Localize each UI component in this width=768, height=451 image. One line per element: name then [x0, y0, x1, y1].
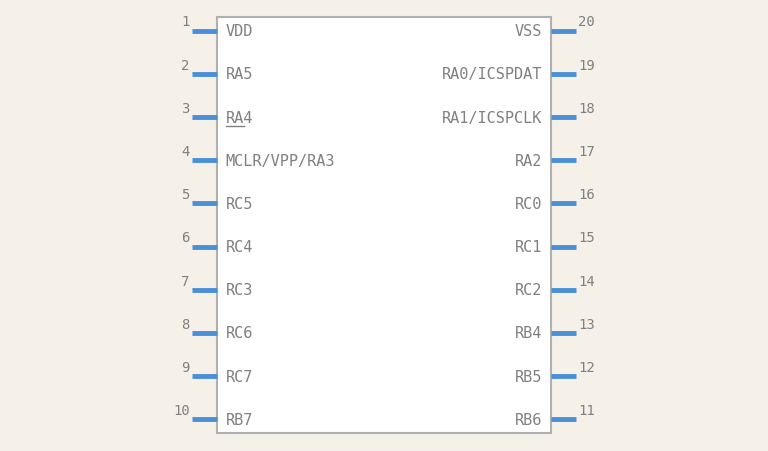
- Text: RC4: RC4: [226, 239, 253, 254]
- Text: RC6: RC6: [226, 326, 253, 341]
- Text: RB7: RB7: [226, 412, 253, 427]
- Text: RC0: RC0: [515, 197, 542, 212]
- Text: RC5: RC5: [226, 197, 253, 212]
- Text: RB6: RB6: [515, 412, 542, 427]
- Text: VSS: VSS: [515, 24, 542, 39]
- Text: 7: 7: [181, 274, 190, 288]
- Text: 3: 3: [181, 101, 190, 115]
- Text: 6: 6: [181, 231, 190, 245]
- Text: RA1/ICSPCLK: RA1/ICSPCLK: [442, 110, 542, 125]
- Text: RA2: RA2: [515, 153, 542, 168]
- Text: RB4: RB4: [515, 326, 542, 341]
- Text: RA4: RA4: [226, 110, 253, 125]
- Text: 13: 13: [578, 317, 595, 331]
- Text: 5: 5: [181, 188, 190, 202]
- Text: 19: 19: [578, 59, 595, 73]
- Text: 8: 8: [181, 317, 190, 331]
- Text: 16: 16: [578, 188, 595, 202]
- Text: 14: 14: [578, 274, 595, 288]
- Text: RC1: RC1: [515, 239, 542, 254]
- Text: 10: 10: [173, 403, 190, 417]
- Text: RC3: RC3: [226, 283, 253, 298]
- Text: 12: 12: [578, 360, 595, 374]
- Text: 20: 20: [578, 15, 595, 29]
- Text: 2: 2: [181, 59, 190, 73]
- Text: RA0/ICSPDAT: RA0/ICSPDAT: [442, 67, 542, 82]
- Text: 15: 15: [578, 231, 595, 245]
- Text: 18: 18: [578, 101, 595, 115]
- Text: 17: 17: [578, 145, 595, 159]
- Text: RC2: RC2: [515, 283, 542, 298]
- Text: MCLR/VPP/RA3: MCLR/VPP/RA3: [226, 153, 336, 168]
- Text: RC7: RC7: [226, 369, 253, 384]
- Text: VDD: VDD: [226, 24, 253, 39]
- Text: 11: 11: [578, 403, 595, 417]
- Text: 9: 9: [181, 360, 190, 374]
- Text: RB5: RB5: [515, 369, 542, 384]
- Bar: [217, 18, 551, 433]
- Text: 1: 1: [181, 15, 190, 29]
- Text: 4: 4: [181, 145, 190, 159]
- Text: RA5: RA5: [226, 67, 253, 82]
